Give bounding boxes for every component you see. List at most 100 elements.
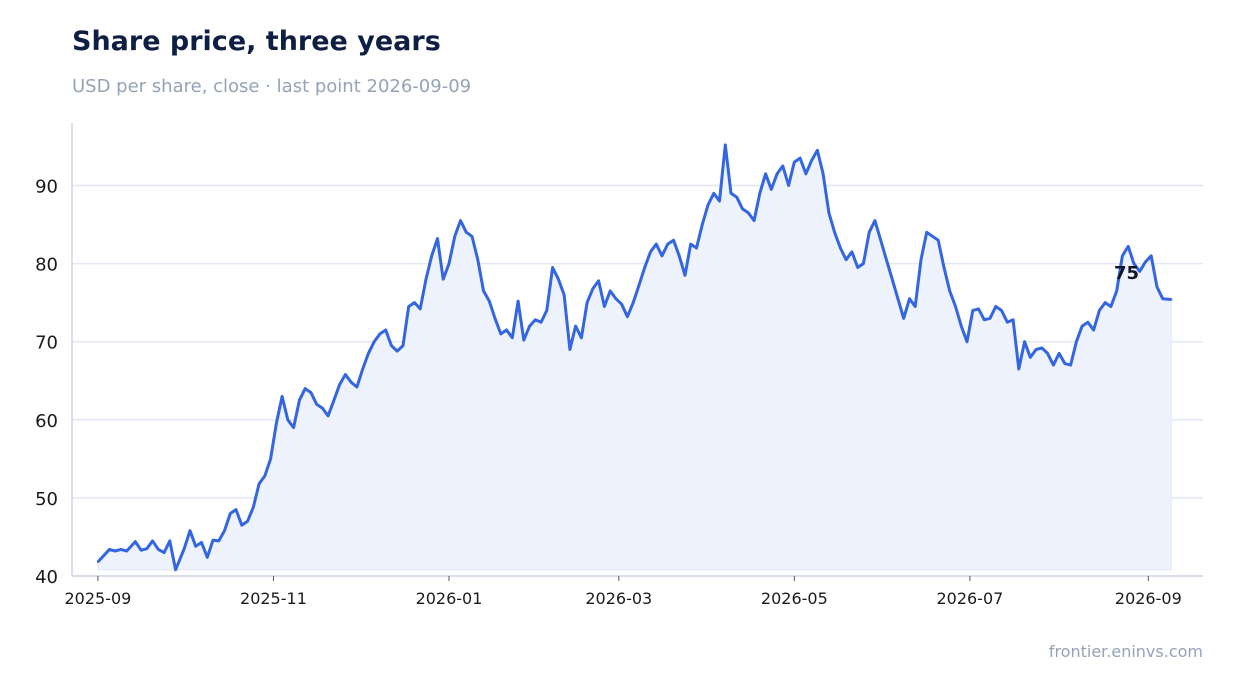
price-point [799, 157, 802, 160]
price-point [724, 143, 727, 146]
price-point [229, 512, 232, 515]
price-point [919, 258, 922, 261]
price-point [925, 231, 928, 234]
price-point [1155, 286, 1158, 289]
price-point [332, 399, 335, 402]
price-point [488, 300, 491, 303]
price-point [649, 250, 652, 253]
price-point [827, 211, 830, 214]
chart-subtitle: USD per share, close · last point 2026-0… [72, 76, 472, 97]
price-point [1058, 352, 1061, 355]
price-point [948, 289, 951, 292]
price-point [384, 328, 387, 331]
price-point [551, 266, 554, 269]
axes [71, 123, 1203, 577]
price-point [597, 279, 600, 282]
price-point [448, 262, 450, 265]
price-point [1098, 309, 1101, 312]
price-point [321, 407, 324, 410]
y-axis-ticks: 40 50 60 70 80 90 [35, 176, 58, 588]
price-point [626, 315, 629, 318]
price-point [1006, 321, 1009, 324]
price-point [776, 172, 779, 175]
price-point [753, 219, 756, 222]
price-point [540, 321, 543, 324]
price-point [885, 258, 888, 261]
price-point [459, 219, 462, 222]
price-point [758, 192, 761, 195]
price-point [902, 317, 905, 320]
price-point [580, 336, 583, 339]
price-point [678, 254, 681, 257]
price-point [517, 300, 520, 303]
price-point [1052, 364, 1055, 367]
price-point [304, 387, 307, 390]
price-point [151, 539, 154, 542]
price-point [1132, 262, 1135, 265]
price-point [407, 305, 410, 308]
price-point [1127, 245, 1130, 248]
price-point [240, 524, 243, 527]
price-point [327, 414, 330, 417]
x-tick-label: 2025-09 [64, 589, 131, 608]
price-point [534, 318, 537, 321]
x-tick-label: 2026-09 [1115, 589, 1182, 608]
price-point [695, 246, 698, 249]
x-tick-label: 2026-05 [761, 589, 828, 608]
price-point [833, 231, 836, 234]
price-point [718, 200, 721, 203]
price-point [764, 172, 767, 175]
price-point [309, 391, 312, 394]
price-point [586, 301, 589, 304]
price-point [476, 258, 479, 261]
price-point [1092, 328, 1095, 331]
price-point [793, 161, 796, 164]
price-point [292, 426, 295, 429]
price-area-fill [97, 144, 1172, 572]
price-point [873, 219, 876, 222]
price-point [424, 278, 427, 281]
price-point [183, 547, 186, 550]
price-point [163, 551, 166, 554]
price-point [442, 278, 445, 281]
price-point [666, 243, 669, 246]
price-point [816, 149, 819, 152]
price-point [1170, 298, 1173, 301]
price-point [145, 547, 148, 550]
price-point [810, 159, 813, 162]
price-point [845, 258, 848, 261]
price-points [96, 143, 1173, 571]
price-point [528, 325, 531, 328]
price-point [494, 317, 497, 320]
chart-title: Share price, three years [72, 26, 441, 57]
price-point [747, 211, 750, 214]
price-point [188, 529, 191, 532]
price-point [453, 235, 456, 238]
price-point [879, 239, 882, 242]
price-point [574, 325, 577, 328]
y-tick-label: 40 [35, 567, 58, 588]
price-point [1138, 270, 1141, 273]
price-point [1081, 325, 1084, 328]
price-line [96, 143, 1172, 572]
price-point [206, 556, 209, 559]
y-tick-label: 80 [35, 255, 58, 276]
price-point [914, 305, 917, 308]
price-point [281, 395, 284, 398]
price-point [223, 529, 226, 532]
price-point [822, 172, 825, 175]
y-tick-label: 70 [35, 333, 58, 354]
price-point [350, 381, 353, 384]
price-point [1121, 254, 1124, 257]
price-point [168, 539, 171, 542]
price-point [263, 475, 266, 478]
price-point [471, 235, 474, 238]
price-point [344, 373, 347, 376]
price-point [1029, 356, 1032, 359]
price-point [609, 289, 612, 292]
price-point [707, 204, 710, 207]
price-point [269, 457, 272, 460]
x-tick-label: 2025-11 [240, 589, 307, 608]
price-point [413, 301, 416, 304]
price-point [1144, 261, 1147, 264]
